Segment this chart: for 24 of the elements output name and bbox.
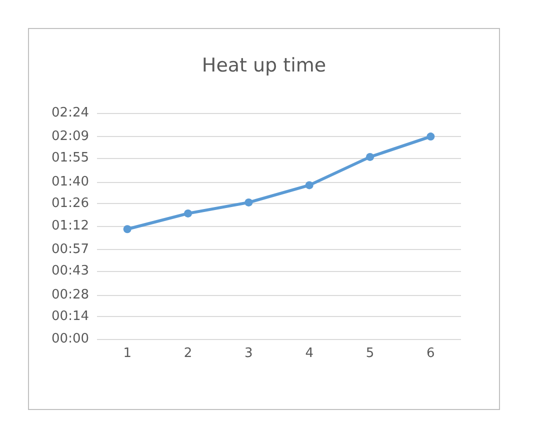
y-tick-label: 01:55: [52, 150, 89, 166]
y-tick-label: 02:09: [52, 129, 89, 144]
x-tick-label: 2: [184, 346, 192, 361]
x-tick-label: 3: [244, 346, 253, 361]
y-tick-label: 00:28: [52, 288, 89, 303]
x-tick-label: 6: [426, 346, 435, 361]
y-tick-label: 01:12: [52, 218, 89, 234]
point: [426, 132, 435, 141]
x-tick-label: 4: [305, 346, 314, 361]
y-tick-label: 00:14: [52, 308, 89, 324]
point: [123, 225, 132, 234]
point: [184, 209, 192, 218]
y-tick-label: 00:57: [52, 242, 89, 258]
y-tick-label: 02:24: [52, 106, 89, 120]
point: [366, 152, 374, 161]
y-tick-label: 01:40: [52, 174, 89, 190]
x-tick-label: 1: [123, 346, 132, 361]
y-tick-label: 00:43: [52, 264, 89, 279]
y-tick-label: 01:26: [52, 196, 89, 211]
chart-title: Heat up time: [202, 54, 326, 76]
point: [305, 181, 314, 190]
point: [244, 198, 253, 206]
y-tick-label: 00:00: [52, 332, 89, 346]
x-tick-label: 5: [366, 346, 374, 361]
